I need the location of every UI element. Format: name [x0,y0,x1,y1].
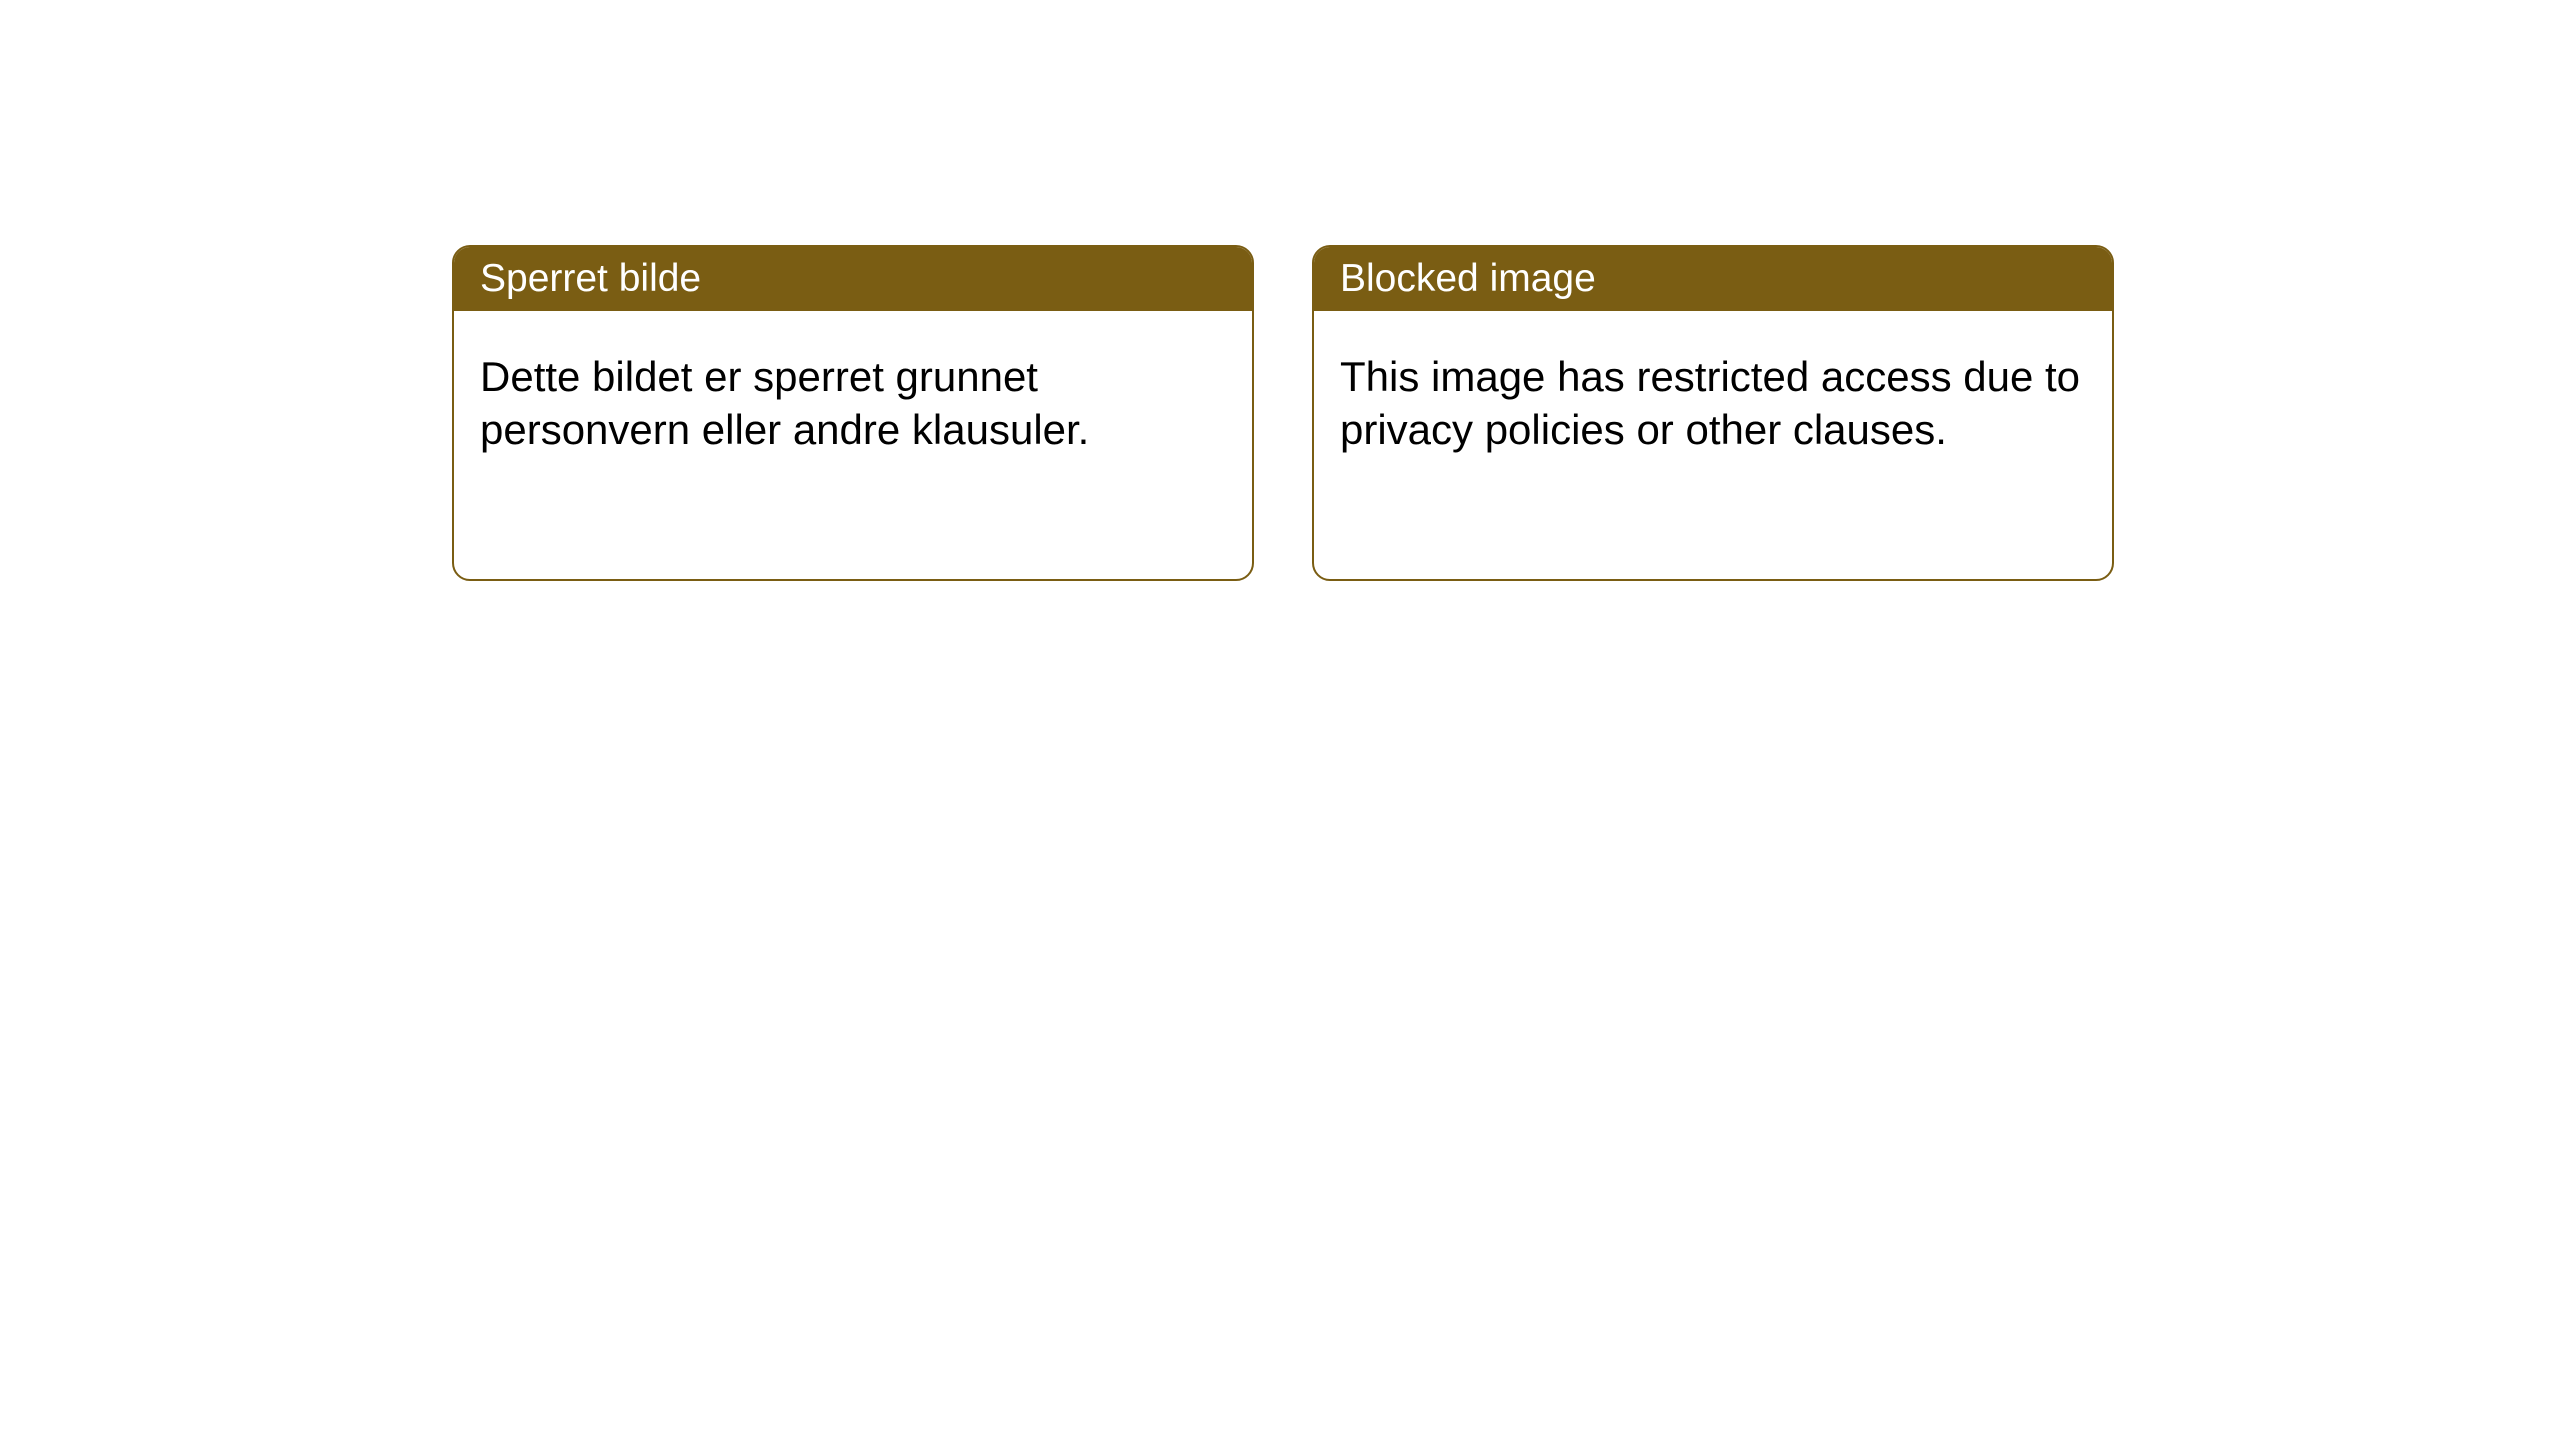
blocked-image-card-no: Sperret bilde Dette bildet er sperret gr… [452,245,1254,581]
card-header-no: Sperret bilde [454,247,1252,311]
card-title-no: Sperret bilde [480,257,701,300]
card-body-text-no: Dette bildet er sperret grunnet personve… [480,353,1089,453]
card-title-en: Blocked image [1340,257,1596,300]
card-body-en: This image has restricted access due to … [1314,311,2112,496]
cards-container: Sperret bilde Dette bildet er sperret gr… [0,0,2560,581]
card-body-no: Dette bildet er sperret grunnet personve… [454,311,1252,496]
card-header-en: Blocked image [1314,247,2112,311]
blocked-image-card-en: Blocked image This image has restricted … [1312,245,2114,581]
card-body-text-en: This image has restricted access due to … [1340,353,2080,453]
